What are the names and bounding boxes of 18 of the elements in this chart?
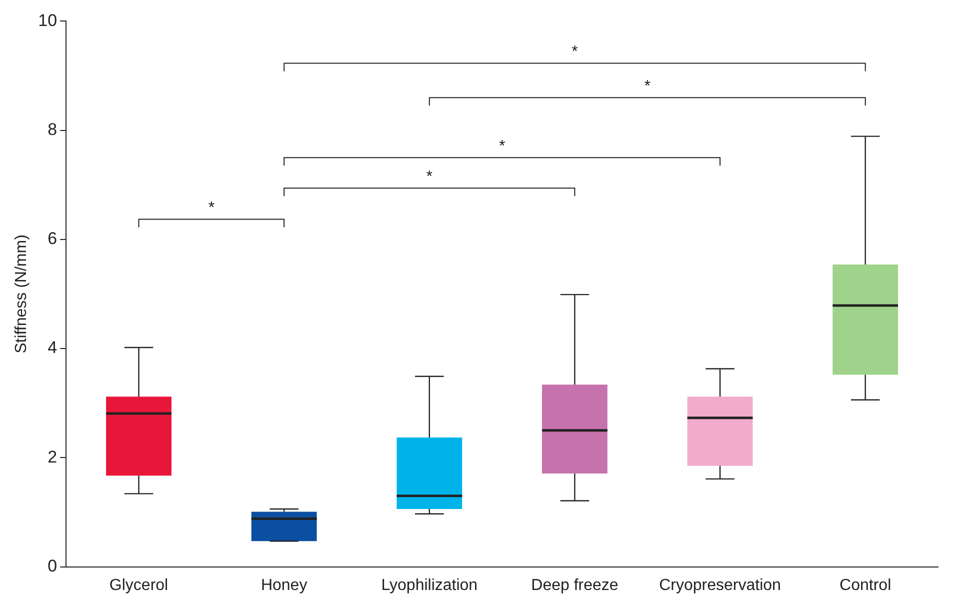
annotation: * bbox=[572, 44, 578, 61]
annotation: * bbox=[498, 138, 506, 156]
annotation: * bbox=[426, 168, 433, 186]
x-tick-label: Control bbox=[840, 576, 892, 594]
y-axis-title: Stiffness (N/mm) bbox=[13, 234, 30, 354]
annotation: * bbox=[208, 200, 215, 217]
x-tick-label: Lyophilization bbox=[381, 576, 478, 594]
x-tick-label: Deep freeze bbox=[531, 576, 618, 594]
x-tick-label: Glycerol bbox=[109, 576, 168, 594]
y-tick-label: 4 bbox=[48, 338, 58, 358]
y-tick-label: 6 bbox=[48, 229, 58, 248]
y-tick-label: 10 bbox=[38, 10, 58, 30]
x-tick-label: Cryopreservation bbox=[659, 576, 781, 594]
y-tick-label: 2 bbox=[48, 447, 58, 466]
x-tick-label: Honey bbox=[260, 576, 308, 594]
y-tick-label: 8 bbox=[48, 120, 58, 140]
y-tick-label: 0 bbox=[48, 556, 58, 576]
annotation: * bbox=[644, 78, 650, 95]
